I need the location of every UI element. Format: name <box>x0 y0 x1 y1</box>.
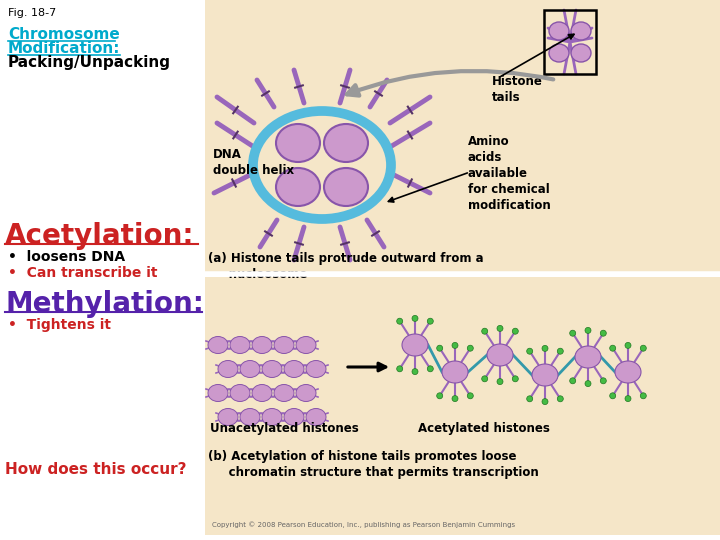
Ellipse shape <box>467 393 473 399</box>
Ellipse shape <box>610 345 616 351</box>
Bar <box>205 277 720 535</box>
Ellipse shape <box>600 330 606 336</box>
Text: Histone
tails: Histone tails <box>492 75 543 104</box>
Ellipse shape <box>402 334 428 356</box>
Text: •  Can transcribe it: • Can transcribe it <box>8 266 158 280</box>
Bar <box>544 10 596 74</box>
Ellipse shape <box>625 396 631 402</box>
Ellipse shape <box>252 384 272 402</box>
Ellipse shape <box>208 336 228 354</box>
Ellipse shape <box>284 361 304 377</box>
Ellipse shape <box>306 408 326 426</box>
Ellipse shape <box>274 384 294 402</box>
Ellipse shape <box>230 384 250 402</box>
Ellipse shape <box>575 346 601 368</box>
Text: •  Tightens it: • Tightens it <box>8 318 111 332</box>
Ellipse shape <box>427 318 433 324</box>
Ellipse shape <box>585 381 591 387</box>
Ellipse shape <box>615 361 641 383</box>
Text: (a) Histone tails protrude outward from a
     nucleosome: (a) Histone tails protrude outward from … <box>208 252 484 281</box>
Ellipse shape <box>640 393 647 399</box>
Ellipse shape <box>412 315 418 321</box>
Ellipse shape <box>542 399 548 404</box>
Ellipse shape <box>262 408 282 426</box>
Ellipse shape <box>527 396 533 402</box>
Ellipse shape <box>274 336 294 354</box>
Ellipse shape <box>513 328 518 334</box>
Ellipse shape <box>208 384 228 402</box>
Ellipse shape <box>482 328 487 334</box>
Ellipse shape <box>324 168 368 206</box>
Ellipse shape <box>570 378 576 384</box>
Ellipse shape <box>427 366 433 372</box>
Ellipse shape <box>600 378 606 384</box>
Text: Amino
acids
available
for chemical
modification: Amino acids available for chemical modif… <box>468 135 551 212</box>
Ellipse shape <box>452 342 458 348</box>
Ellipse shape <box>218 361 238 377</box>
Ellipse shape <box>610 393 616 399</box>
Ellipse shape <box>497 326 503 332</box>
Bar <box>205 0 720 272</box>
Ellipse shape <box>437 393 443 399</box>
Text: Copyright © 2008 Pearson Education, Inc., publishing as Pearson Benjamin Cumming: Copyright © 2008 Pearson Education, Inc.… <box>212 521 515 528</box>
Ellipse shape <box>532 364 558 386</box>
Ellipse shape <box>542 346 548 352</box>
Ellipse shape <box>557 348 563 354</box>
Text: Acetylation:: Acetylation: <box>5 222 194 250</box>
Ellipse shape <box>585 327 591 333</box>
Ellipse shape <box>262 361 282 377</box>
Ellipse shape <box>276 168 320 206</box>
Ellipse shape <box>549 44 569 62</box>
Ellipse shape <box>397 318 402 324</box>
Ellipse shape <box>497 379 503 384</box>
Text: How does this occur?: How does this occur? <box>5 462 186 477</box>
Ellipse shape <box>549 22 569 40</box>
Ellipse shape <box>437 345 443 351</box>
Ellipse shape <box>306 361 326 377</box>
Ellipse shape <box>296 384 316 402</box>
Ellipse shape <box>296 336 316 354</box>
Text: Chromosome: Chromosome <box>8 27 120 42</box>
Ellipse shape <box>218 408 238 426</box>
Ellipse shape <box>412 369 418 375</box>
Text: •  loosens DNA: • loosens DNA <box>8 250 125 264</box>
Text: DNA
double helix: DNA double helix <box>213 147 294 177</box>
Ellipse shape <box>252 336 272 354</box>
Text: Modification:: Modification: <box>8 41 120 56</box>
Ellipse shape <box>397 366 402 372</box>
Ellipse shape <box>240 408 260 426</box>
Ellipse shape <box>513 376 518 382</box>
Text: Acetylated histones: Acetylated histones <box>418 422 550 435</box>
Ellipse shape <box>640 345 647 351</box>
Ellipse shape <box>487 344 513 366</box>
Ellipse shape <box>467 345 473 351</box>
Text: Methylation:: Methylation: <box>5 290 204 318</box>
Ellipse shape <box>230 336 250 354</box>
Ellipse shape <box>276 124 320 162</box>
Text: Packing/Unpacking: Packing/Unpacking <box>8 55 171 70</box>
Ellipse shape <box>571 44 591 62</box>
Ellipse shape <box>527 348 533 354</box>
Ellipse shape <box>240 361 260 377</box>
Ellipse shape <box>482 376 487 382</box>
Text: (b) Acetylation of histone tails promotes loose
     chromatin structure that pe: (b) Acetylation of histone tails promote… <box>208 450 539 479</box>
Text: Fig. 18-7: Fig. 18-7 <box>8 8 56 18</box>
Ellipse shape <box>442 361 468 383</box>
Ellipse shape <box>571 22 591 40</box>
Ellipse shape <box>557 396 563 402</box>
Ellipse shape <box>570 330 576 336</box>
Ellipse shape <box>324 124 368 162</box>
Ellipse shape <box>284 408 304 426</box>
Ellipse shape <box>452 396 458 402</box>
Ellipse shape <box>625 342 631 348</box>
Text: Unacetylated histones: Unacetylated histones <box>210 422 359 435</box>
